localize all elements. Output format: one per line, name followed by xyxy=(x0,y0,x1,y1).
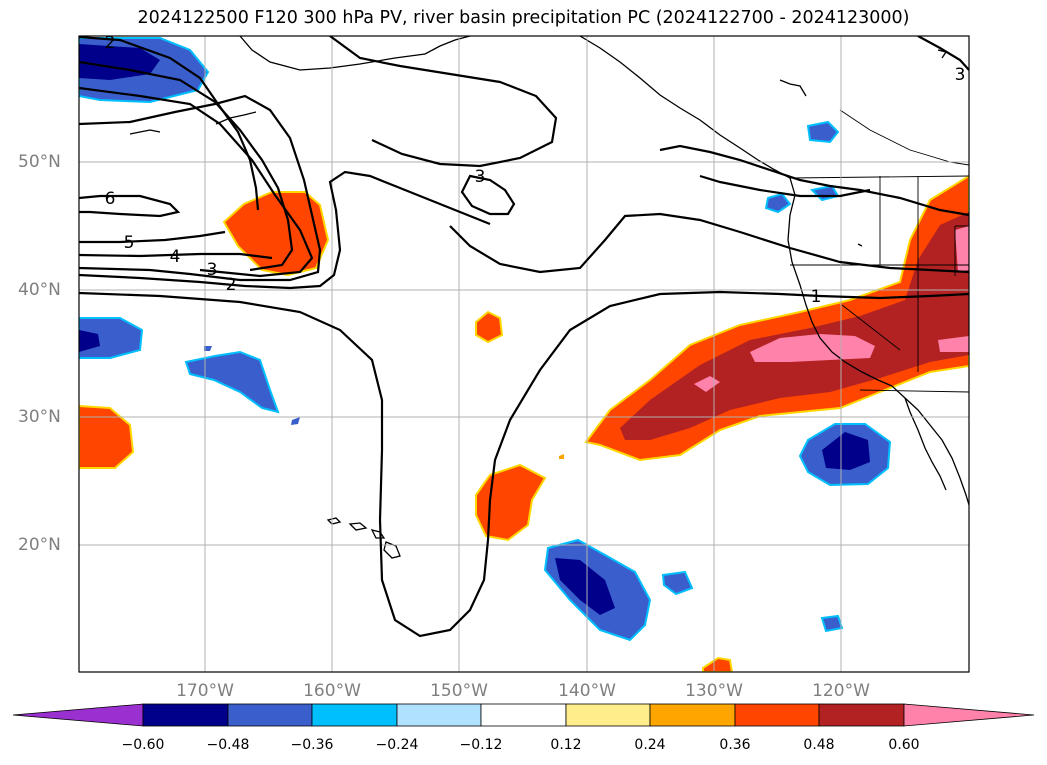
lon-label: 160°W xyxy=(303,681,361,701)
precip-positive-atmospheric-river xyxy=(584,174,969,462)
contour-label: 3 xyxy=(955,65,966,85)
precip-negative-w xyxy=(79,317,144,359)
precip-positive-w xyxy=(79,404,135,469)
colorbar-tick: −0.12 xyxy=(459,737,503,753)
lat-label: 50°N xyxy=(18,152,61,172)
colorbar-tick: −0.48 xyxy=(206,737,250,753)
lon-label: 170°W xyxy=(176,681,234,701)
contour-label-group: 2 6 5 4 3 2 3 1 3 xyxy=(105,33,966,307)
colorbar-bin xyxy=(480,703,567,727)
colorbar-tick: −0.36 xyxy=(290,737,334,753)
contour-label: 1 xyxy=(811,287,822,307)
contour-label: 6 xyxy=(105,189,116,209)
colorbar-tick: 0.12 xyxy=(550,737,582,753)
map-title: 2024122500 F120 300 hPa PV, river basin … xyxy=(137,8,910,28)
lon-label: 140°W xyxy=(558,681,616,701)
lon-label: 120°W xyxy=(812,681,870,701)
colorbar-bin xyxy=(734,703,820,727)
map-frame xyxy=(78,35,970,673)
lat-label: 30°N xyxy=(18,407,61,427)
colorbar-tick: 0.24 xyxy=(634,737,666,753)
contour-label: 3 xyxy=(207,260,218,280)
colorbar-bin xyxy=(396,703,482,727)
colorbar-tick: 0.60 xyxy=(888,737,920,753)
lon-label: 150°W xyxy=(430,681,488,701)
pv-contours xyxy=(79,36,969,638)
colorbar-bin xyxy=(565,703,651,727)
colorbar-tick: 0.48 xyxy=(803,737,835,753)
contour-label: 2 xyxy=(226,275,237,295)
contour-label: 3 xyxy=(475,167,486,187)
colorbar-tick: −0.60 xyxy=(121,737,165,753)
colorbar xyxy=(12,703,1035,727)
contour-label: 4 xyxy=(170,247,181,267)
colorbar-tick: 0.36 xyxy=(719,737,751,753)
lon-label: 130°W xyxy=(685,681,743,701)
colorbar-bin xyxy=(818,703,905,727)
lat-label: 40°N xyxy=(18,280,61,300)
precip-negative-hawaii xyxy=(184,346,300,425)
precip-positive-nw xyxy=(222,191,330,277)
colorbar-bin xyxy=(649,703,736,727)
colorbar-bin xyxy=(311,703,398,727)
contour-label: 2 xyxy=(105,33,116,53)
colorbar-bin xyxy=(142,703,229,727)
colorbar-bin xyxy=(227,703,313,727)
colorbar-extend-low xyxy=(12,703,144,727)
graticule xyxy=(79,36,969,672)
precip-negative-baja xyxy=(764,120,892,487)
contour-label: 5 xyxy=(124,233,135,253)
precip-positive-central xyxy=(475,310,734,672)
colorbar-extend-high xyxy=(903,703,1035,727)
precip-negative-south xyxy=(543,538,844,642)
lat-label: 20°N xyxy=(18,535,61,555)
colorbar-tick: −0.24 xyxy=(375,737,419,753)
